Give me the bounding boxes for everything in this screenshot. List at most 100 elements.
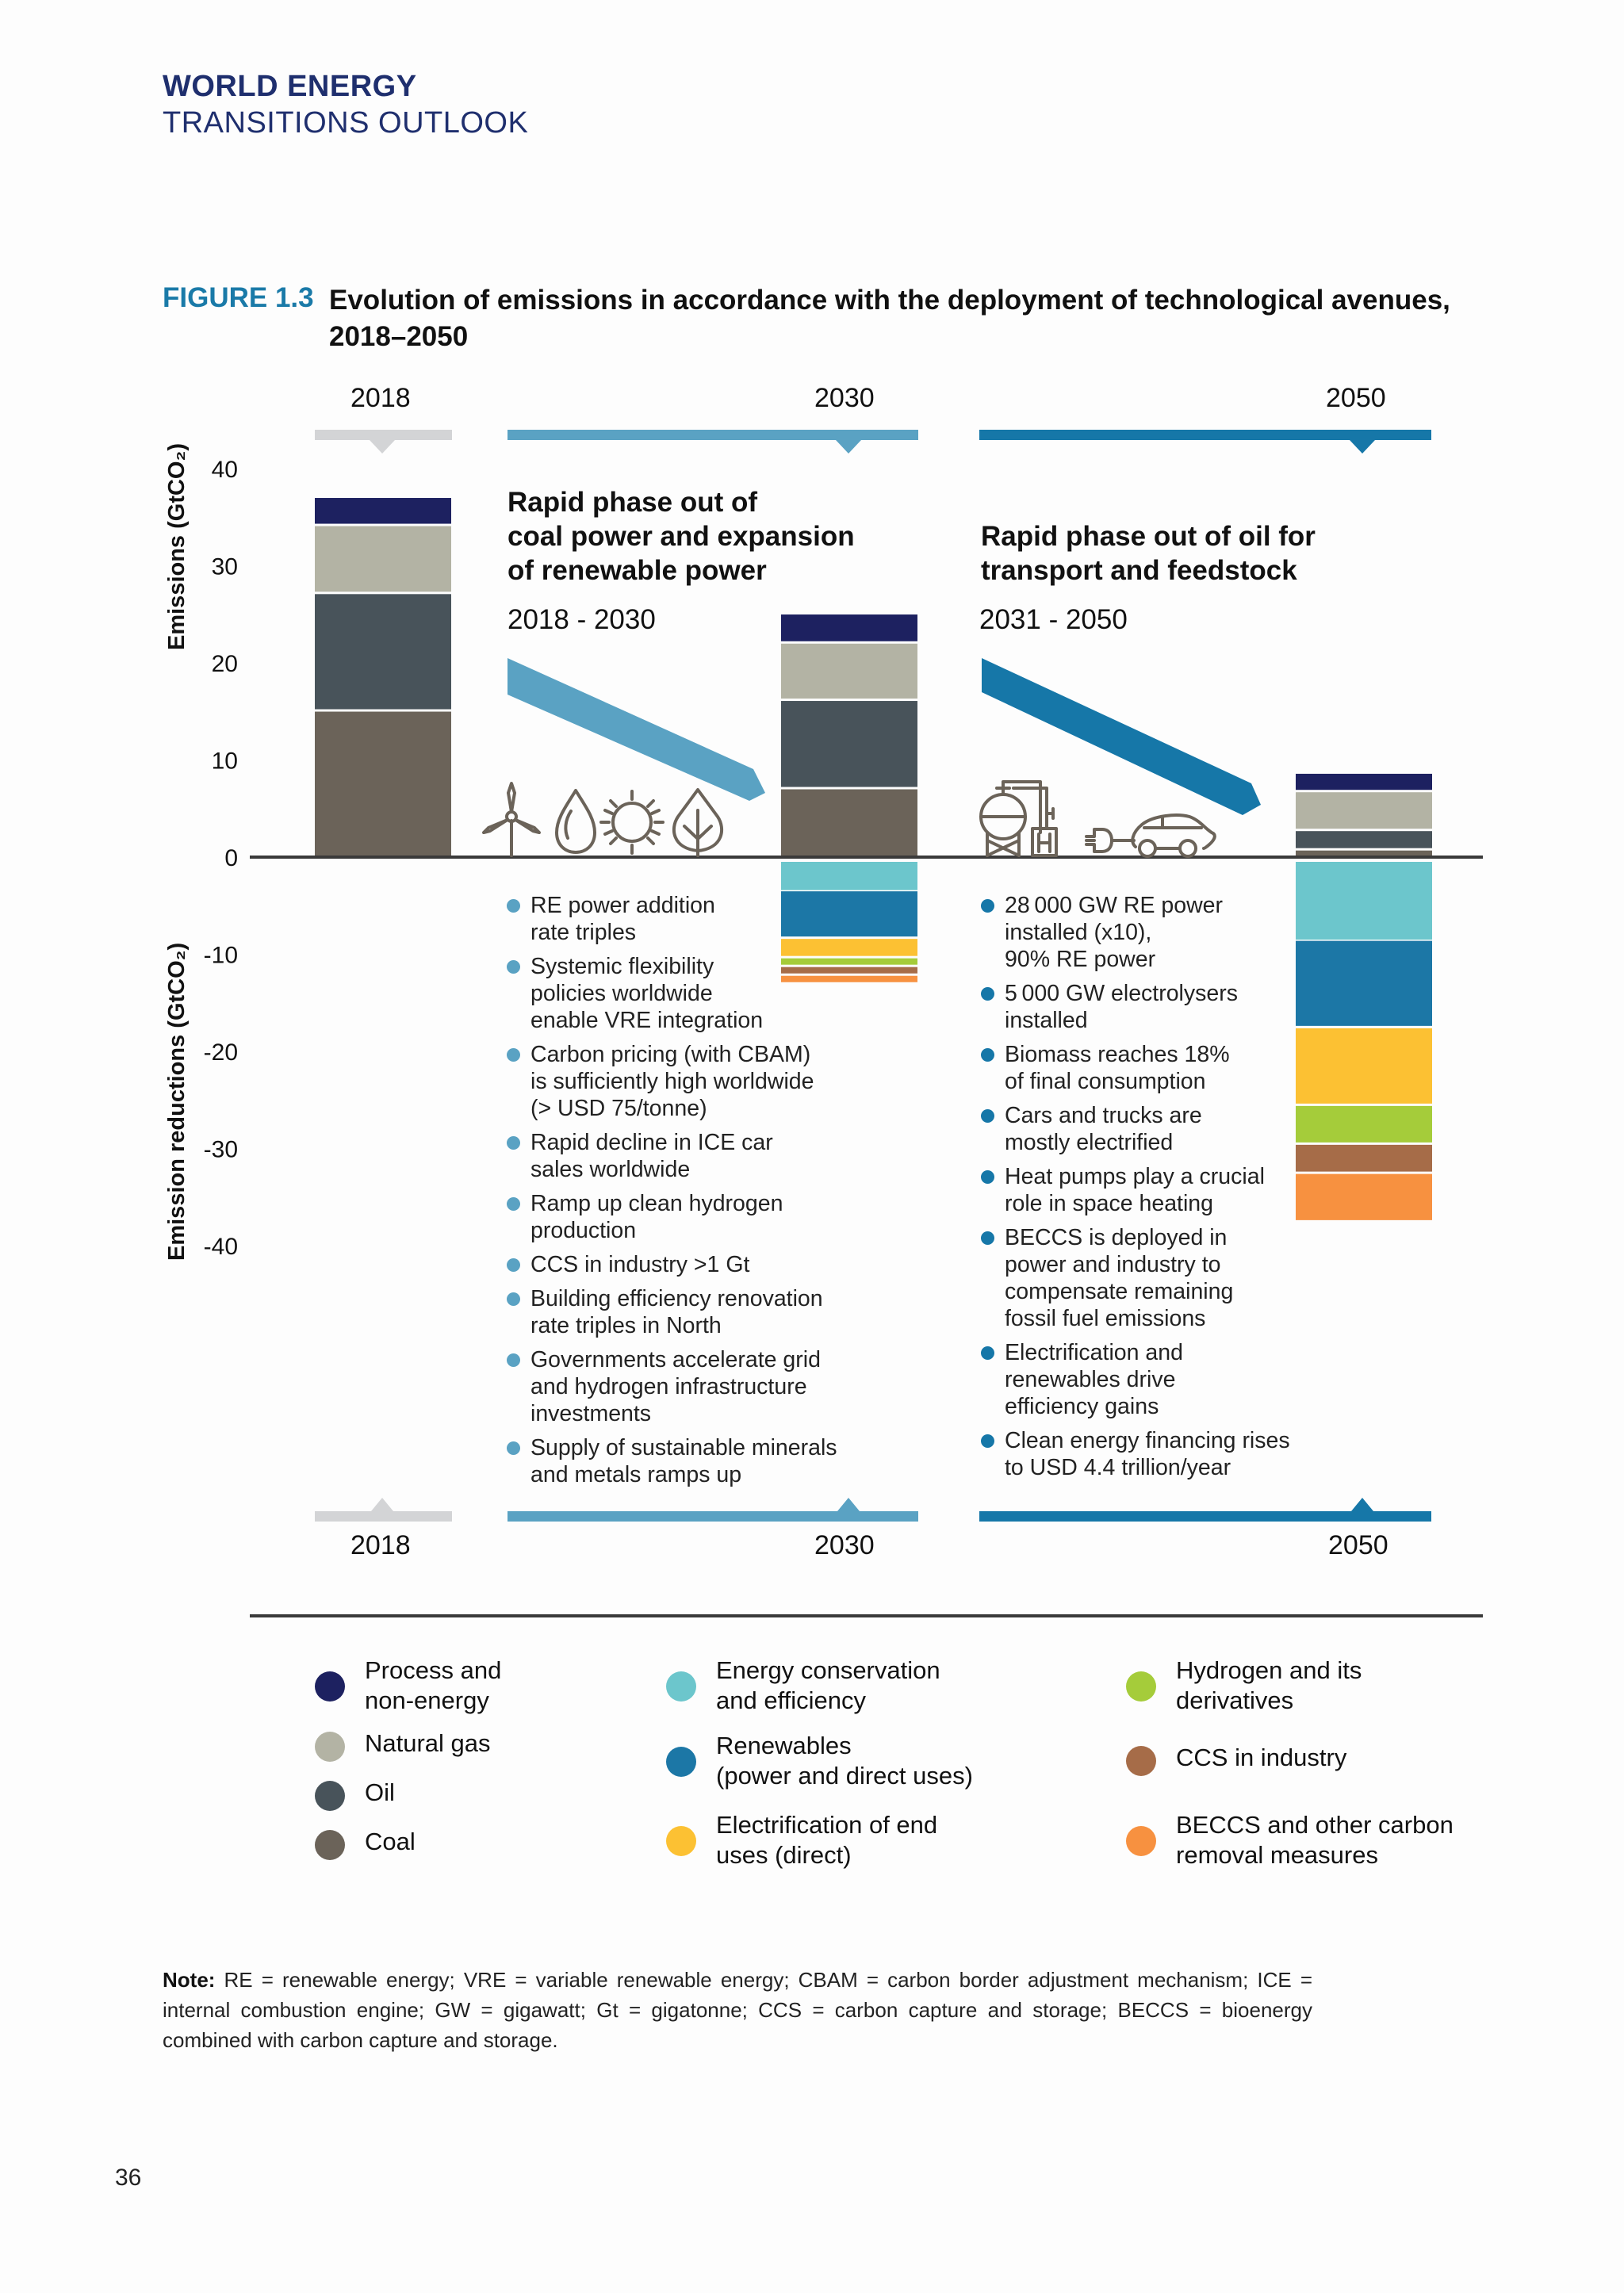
legend-item: CCS in industry [1126,1743,1346,1776]
leaf-icon [672,788,724,857]
bullet-dot-icon [981,899,994,913]
bullet-dot-icon [981,1231,994,1245]
legend-divider [250,1614,1483,1617]
phase-2-bullet: BECCS is deployed in power and industry … [979,1224,1344,1332]
legend-item: Natural gas [315,1728,491,1762]
y-tick-label: -10 [204,943,238,969]
legend-item: Process and non-energy [315,1656,501,1716]
bar-segment-2050-hydrogen-and-its-derivatives [1296,1105,1432,1143]
legend-label: Energy conservation and efficiency [716,1656,940,1714]
y-axis-title-negative-text: Emission reductions (GtCO₂) [164,943,190,1261]
bar-segment-2030-process-and-non-energy [781,614,917,641]
bullet-text: Governments accelerate grid and hydrogen… [530,1347,821,1426]
legend-label: Process and non-energy [365,1656,502,1714]
bullet-dot-icon [981,1109,994,1123]
timeline-bottom-year-2030: 2030 [814,1530,875,1560]
phase-1-bullet: RE power addition rate triples [505,892,886,946]
wind-turbine-icon [482,782,541,857]
phase-2-bullet: 28 000 GW RE power installed (x10), 90% … [979,892,1344,973]
timeline-top-marker [370,440,395,454]
y-tick-label: 30 [212,554,238,580]
bullet-text: Building efficiency renovation rate trip… [530,1286,823,1338]
publication-title: WORLD ENERGY [163,70,417,103]
phase-2-period: 2031 - 2050 [979,604,1128,635]
bullet-dot-icon [981,1170,994,1184]
legend-swatch-icon [1126,1746,1156,1776]
timeline-bottom-year-2050: 2050 [1328,1530,1388,1560]
legend-item: Electrification of end uses (direct) [666,1810,937,1870]
legend-swatch-icon [666,1671,696,1702]
legend-label: Renewables (power and direct uses) [716,1732,973,1790]
plug-icon [1085,828,1136,853]
note-label: Note: [163,1968,216,1992]
bullet-text: Carbon pricing (with CBAM) is sufficient… [530,1042,814,1121]
timeline-top-segment [979,430,1431,440]
timeline-bottom-year-2018: 2018 [350,1530,411,1560]
legend-swatch-icon [315,1781,345,1811]
bullet-dot-icon [981,1434,994,1448]
bar-segment-2030-beccs-and-other-carbon-removal-measures [781,975,917,982]
bullet-text: Systemic flexibility policies worldwide … [530,954,764,1033]
timeline-top-marker [836,440,861,454]
bar-segment-2050-energy-conservation-and-efficiency [1296,862,1432,940]
phase-2-bullet: Clean energy financing rises to USD 4.4 … [979,1427,1344,1481]
timeline-bottom-segment [979,1511,1431,1522]
phase-2-bullet: Electrification and renewables drive eff… [979,1339,1344,1420]
legend-item: Renewables (power and direct uses) [666,1731,973,1791]
phase-1-bullet: Systemic flexibility policies worldwide … [505,953,886,1034]
legend-label: Coal [365,1828,416,1855]
y-tick-label: -30 [204,1137,238,1163]
bullet-text: Supply of sustainable minerals and metal… [530,1435,837,1487]
phase-2-bullet: Biomass reaches 18% of final consumption [979,1041,1344,1095]
bullet-dot-icon [507,960,520,974]
bullet-text: Electrification and renewables drive eff… [1005,1340,1183,1419]
legend-label: BECCS and other carbon removal measures [1176,1811,1454,1869]
bullet-text: CCS in industry >1 Gt [530,1252,750,1277]
bar-segment-2030-hydrogen-and-its-derivatives [781,958,917,965]
bullet-text: 5 000 GW electrolysers installed [1005,981,1238,1033]
phase-1-title: Rapid phase out of coal power and expans… [508,487,855,586]
phase-2-bullet: 5 000 GW electrolysers installed [979,980,1344,1034]
bullet-text: Cars and trucks are mostly electrified [1005,1103,1202,1155]
phase-1-bullet: Ramp up clean hydrogen production [505,1190,886,1244]
y-tick-label: 0 [224,845,238,871]
timeline-bottom [315,1498,1431,1522]
bullet-text: Ramp up clean hydrogen production [530,1191,783,1243]
phase-1-bullet: CCS in industry >1 Gt [505,1251,886,1278]
phase-2-bullet: Heat pumps play a crucial role in space … [979,1163,1344,1217]
timeline-top-segment [508,430,918,440]
phase-1-bullet: Supply of sustainable minerals and metal… [505,1434,886,1488]
legend-swatch-icon [666,1826,696,1856]
legend-item: Energy conservation and efficiency [666,1656,940,1716]
bar-segment-2050-process-and-non-energy [1296,773,1432,790]
publication-subtitle: TRANSITIONS OUTLOOK [163,106,529,140]
bar-segment-2050-ccs-in-industry [1296,1144,1432,1172]
phase-2-title: Rapid phase out of oil for transport and… [981,521,1316,586]
page-number: 36 [115,2165,142,2191]
stacked-bars [315,498,1432,1220]
timeline-bottom-segment [315,1511,452,1522]
bar-segment-2050-natural-gas [1296,792,1432,829]
y-axis-title-positive: Emissions (GtCO₂) [164,443,190,650]
bullet-dot-icon [507,1258,520,1272]
y-axis-title-negative: Emission reductions (GtCO₂) [164,943,190,1261]
bullet-text: Clean energy financing rises to USD 4.4 … [1005,1428,1290,1480]
legend-item: Hydrogen and its derivatives [1126,1656,1362,1716]
y-tick-label: 20 [212,651,238,677]
timeline-bottom-segment [508,1511,918,1522]
phase-1-bullet-list: RE power addition rate triples Systemic f… [505,892,886,1495]
legend-swatch-icon [315,1830,345,1860]
legend-swatch-icon [315,1671,345,1702]
phase-2-arrow [982,658,1261,815]
bar-segment-2030-natural-gas [781,643,917,699]
timeline-bottom-marker [371,1498,393,1511]
bar-segment-2030-coal [781,789,917,856]
legend-label: Electrification of end uses (direct) [716,1811,938,1869]
legend-swatch-icon [1126,1671,1156,1702]
timeline-top-year-2050: 2050 [1326,383,1386,413]
figure-number: FIGURE 1.3 [163,282,314,313]
timeline-top [315,430,1431,454]
y-tick-label: -40 [204,1234,238,1260]
bar-segment-2018-natural-gas [315,526,451,592]
phase-2-bullet: Cars and trucks are mostly electrified [979,1102,1344,1156]
